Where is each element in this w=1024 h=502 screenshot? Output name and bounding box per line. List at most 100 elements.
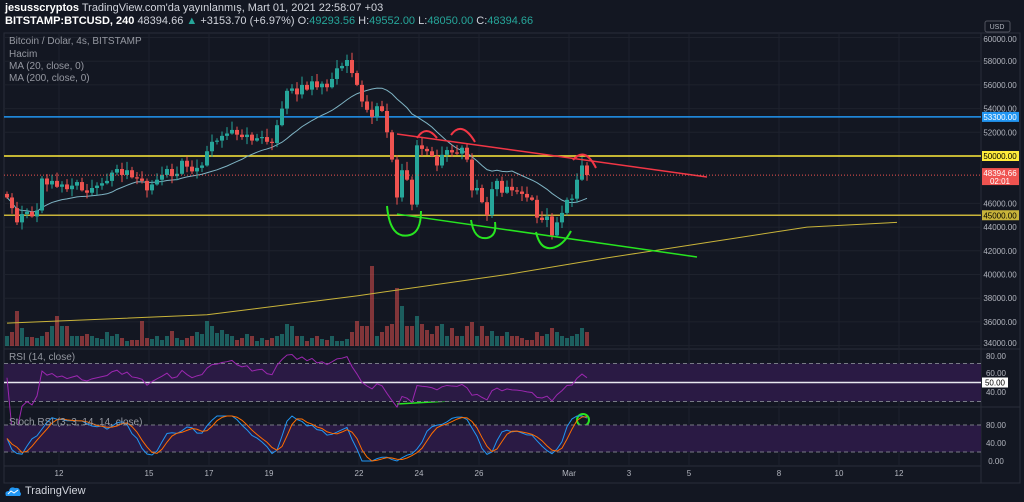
author-name[interactable]: jesusscryptos (5, 2, 79, 14)
low-label: L: (418, 15, 428, 27)
volume-bar (5, 336, 9, 346)
volume-bar (550, 328, 554, 346)
candle-body (70, 185, 74, 190)
volume-bars (5, 266, 589, 346)
candle-body (255, 138, 259, 141)
candle-body (175, 173, 179, 177)
candle-body (120, 169, 124, 175)
volume-bar (80, 336, 84, 346)
volume-bar (195, 332, 199, 346)
candle-body (365, 101, 369, 110)
countdown-value: 02:01 (990, 177, 1011, 186)
high-label: H: (358, 15, 370, 27)
candle-body (240, 134, 244, 138)
candle-body (560, 212, 564, 223)
red-top-arc-3[interactable] (572, 153, 597, 169)
volume-bar (165, 336, 169, 346)
price-axis[interactable]: 53300.00 50000.00 45000.00 60000.00 58000.00… (982, 35, 1019, 466)
candle-body (485, 202, 489, 216)
candle-body (55, 180, 59, 187)
price-level-label: 53300.00 (983, 113, 1017, 122)
volume-bar (580, 328, 584, 346)
price-tick-label: 38000.00 (983, 294, 1017, 303)
rsi-tick-label: 80.00 (986, 352, 1007, 361)
brand-name: TradingView (25, 485, 86, 497)
candle-body (105, 180, 109, 184)
volume-bar (230, 336, 234, 346)
volume-bar (215, 333, 219, 346)
candle-body (185, 160, 189, 167)
candle-body (220, 135, 224, 141)
candle-body (305, 84, 309, 90)
time-tick-label: 24 (415, 469, 424, 478)
candle-body (490, 189, 494, 216)
candle-body (410, 179, 414, 205)
volume-bar (20, 328, 24, 346)
symbol-name: BITSTAMP:BTCUSD, 240 (5, 15, 135, 27)
volume-bar (160, 340, 164, 346)
candle-body (170, 169, 174, 177)
candle-body (375, 106, 379, 117)
candle-body (295, 88, 299, 95)
time-tick-label: 3 (627, 469, 632, 478)
volume-bar (175, 338, 179, 346)
legend-stoch[interactable]: Stoch RSI (3, 3, 14, 14, close) (9, 417, 143, 428)
legend-main[interactable]: Bitcoin / Dolar, 4s, BITSTAMP (9, 36, 142, 47)
candle-body (165, 169, 169, 175)
red-top-arc-2[interactable] (450, 127, 476, 143)
candle-body (390, 132, 394, 160)
volume-bar (200, 334, 204, 346)
candle-body (445, 150, 449, 155)
candle-body (460, 147, 464, 154)
volume-bar (265, 340, 269, 346)
green-bottom-arc-3[interactable] (535, 230, 572, 250)
volume-bar (65, 326, 69, 346)
red-top-arc-1[interactable] (416, 130, 438, 139)
time-axis[interactable]: 12 15 17 19 22 24 26 Mar 3 5 8 10 12 (55, 469, 904, 478)
volume-bar (525, 340, 529, 346)
tradingview-logo[interactable]: TradingView (4, 485, 86, 497)
candle-body (215, 140, 219, 142)
volume-bar (90, 336, 94, 346)
volume-bar (135, 340, 139, 346)
open-value: 49293.56 (309, 15, 356, 27)
candle-body (580, 165, 584, 180)
price-tick-label: 44000.00 (983, 223, 1017, 232)
volume-bar (190, 336, 194, 346)
green-bottom-arc-1[interactable] (386, 205, 422, 237)
candle-body (515, 190, 519, 192)
currency-badge[interactable] (984, 20, 1011, 33)
time-tick-label: Mar (562, 469, 576, 478)
time-tick-label: 22 (355, 469, 364, 478)
candle-body (270, 141, 274, 143)
candle-body (10, 197, 14, 209)
legend-ma200[interactable]: MA (200, close, 0) (9, 73, 90, 84)
volume-bar (260, 338, 264, 346)
moving-averages (6, 87, 898, 324)
legend-volume[interactable]: Hacim (9, 49, 38, 60)
volume-bar (25, 337, 29, 346)
candle-body (465, 147, 469, 160)
rsi-tick-label: 60.00 (986, 369, 1007, 378)
price-tick-label: 40000.00 (983, 271, 1017, 280)
symbol-info: BITSTAMP:BTCUSD, 240 48394.66 ▲ +3153.70… (5, 15, 533, 27)
volume-bar (490, 331, 494, 346)
legend-rsi[interactable]: RSI (14, close) (9, 352, 76, 363)
volume-bar (10, 332, 14, 346)
green-bottom-arc-2[interactable] (470, 219, 497, 240)
ma200-line (6, 221, 898, 324)
legend-ma20[interactable]: MA (20, close, 0) (9, 61, 85, 72)
rsi-mid-label: 50.00 (985, 379, 1006, 388)
candle-body (555, 222, 559, 236)
published-text: TradingView.com'da yayınlanmış, Mart 01,… (81, 2, 384, 14)
trendline[interactable] (396, 213, 698, 258)
trendlines[interactable] (396, 133, 708, 258)
trendline[interactable] (396, 133, 708, 178)
volume-bar (440, 324, 444, 346)
candle-body (110, 172, 114, 181)
candle-body (495, 180, 499, 190)
volume-bar (310, 338, 314, 346)
volume-bar (375, 336, 379, 346)
